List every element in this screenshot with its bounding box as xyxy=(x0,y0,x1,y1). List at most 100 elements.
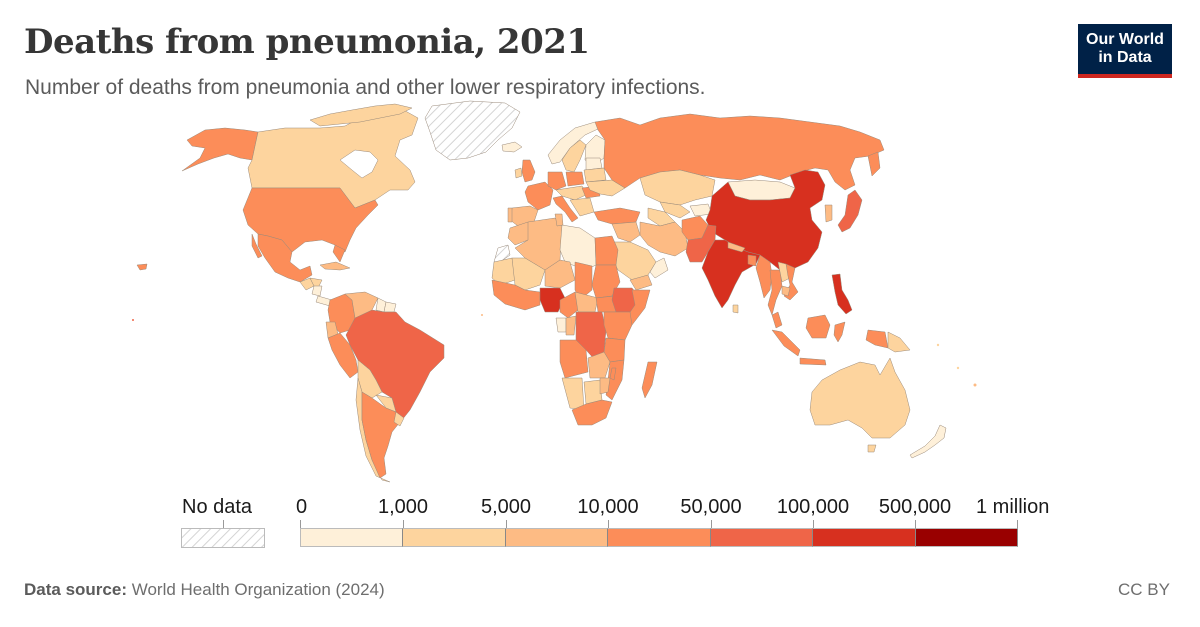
country-uzbekistan[interactable] xyxy=(659,201,691,219)
country-madagascar[interactable] xyxy=(641,361,658,399)
small-island[interactable] xyxy=(481,314,483,316)
country-south-korea[interactable] xyxy=(824,204,833,223)
country-ireland[interactable] xyxy=(514,167,523,179)
legend-bin-10000-50000[interactable] xyxy=(608,528,711,547)
country-nepal[interactable] xyxy=(727,241,746,253)
country-usa-florida[interactable] xyxy=(332,244,346,263)
country-nicaragua[interactable] xyxy=(311,285,323,297)
country-new-zealand[interactable] xyxy=(909,424,947,459)
country-indonesia-sumatra[interactable] xyxy=(771,329,801,357)
country-western-sahara[interactable] xyxy=(493,244,511,263)
tick-mark xyxy=(608,520,609,528)
legend-bin-500000-1million[interactable] xyxy=(915,528,1018,547)
country-poland[interactable] xyxy=(565,171,585,187)
country-japan[interactable] xyxy=(837,189,863,233)
country-hawaii[interactable] xyxy=(136,263,148,271)
country-france[interactable] xyxy=(524,181,554,211)
country-egypt[interactable] xyxy=(594,235,619,266)
country-uruguay[interactable] xyxy=(393,411,405,427)
legend-bin-5000-10000[interactable] xyxy=(505,528,609,547)
country-uk[interactable] xyxy=(521,159,536,183)
small-island[interactable] xyxy=(973,383,977,387)
country-png[interactable] xyxy=(887,331,911,353)
legend-tick-50000: 50,000 xyxy=(680,496,742,518)
tick-mark xyxy=(915,520,916,528)
country-sri-lanka[interactable] xyxy=(732,304,739,314)
source-label: Data source: xyxy=(24,580,127,599)
country-indonesia-java[interactable] xyxy=(799,357,827,366)
country-central-europe[interactable] xyxy=(555,185,589,201)
country-botswana[interactable] xyxy=(583,379,603,405)
country-norway[interactable] xyxy=(547,121,601,165)
country-congo[interactable] xyxy=(565,315,577,336)
country-portugal[interactable] xyxy=(507,207,513,223)
source-link[interactable]: World Health Organization (2024) xyxy=(131,580,385,599)
country-argentina[interactable] xyxy=(361,391,401,479)
legend-tick-1000: 1,000 xyxy=(377,496,429,518)
legend-bin-0-1000[interactable] xyxy=(300,528,404,547)
tick-mark xyxy=(506,520,507,528)
country-zambia[interactable] xyxy=(587,351,611,379)
country-canada-islands[interactable] xyxy=(309,103,413,127)
legend-tick-0: 0 xyxy=(296,496,308,518)
tick-mark xyxy=(300,520,301,528)
world-map[interactable] xyxy=(0,100,1200,490)
country-australia-tasmania[interactable] xyxy=(867,444,877,453)
legend-tick-100000: 100,000 xyxy=(776,496,850,518)
country-cameroon[interactable] xyxy=(559,291,579,319)
country-uganda-kenya[interactable] xyxy=(603,311,633,341)
country-indonesia-sulawesi[interactable] xyxy=(833,321,846,343)
small-island[interactable] xyxy=(956,366,960,370)
country-mauritania[interactable] xyxy=(491,257,516,286)
country-car[interactable] xyxy=(574,291,599,313)
license[interactable]: CC BY xyxy=(1118,580,1170,599)
country-indonesia-papua[interactable] xyxy=(865,329,889,349)
country-usa-alaska[interactable] xyxy=(181,127,259,172)
legend-bin-1000-5000[interactable] xyxy=(403,528,506,547)
country-indonesia-borneo[interactable] xyxy=(805,314,831,339)
country-nigeria[interactable] xyxy=(539,287,566,313)
country-iran[interactable] xyxy=(639,221,689,257)
country-russia-east[interactable] xyxy=(867,151,881,177)
country-suriname[interactable] xyxy=(383,301,397,313)
country-greenland[interactable] xyxy=(424,100,521,161)
country-australia[interactable] xyxy=(809,357,911,439)
country-zimbabwe[interactable] xyxy=(599,377,611,395)
country-bangladesh[interactable] xyxy=(747,254,757,267)
small-island[interactable] xyxy=(132,319,134,321)
country-malaysia[interactable] xyxy=(771,311,783,329)
legend-bin-50000-100000[interactable] xyxy=(710,528,814,547)
country-mexico-baja[interactable] xyxy=(251,233,263,259)
country-namibia[interactable] xyxy=(561,377,585,411)
country-italy[interactable] xyxy=(552,195,579,223)
country-belarus[interactable] xyxy=(583,167,607,183)
country-yemen[interactable] xyxy=(629,274,653,291)
country-iraq-syria[interactable] xyxy=(611,221,641,243)
country-germany[interactable] xyxy=(547,171,567,191)
country-turkey[interactable] xyxy=(593,207,641,225)
legend-color-scale xyxy=(300,528,1018,547)
country-myanmar[interactable] xyxy=(755,254,773,299)
country-cuba[interactable] xyxy=(319,261,351,271)
country-russia[interactable] xyxy=(594,113,885,191)
country-south-africa[interactable] xyxy=(571,399,613,426)
country-cambodia[interactable] xyxy=(781,285,791,297)
country-philippines[interactable] xyxy=(831,273,853,315)
legend-bin-100000-500000[interactable] xyxy=(813,528,916,547)
small-island[interactable] xyxy=(936,343,940,347)
legend-tick-1-million: 1 million xyxy=(976,496,1050,518)
legend-tick-10000: 10,000 xyxy=(577,496,639,518)
legend-tick-500000: 500,000 xyxy=(878,496,952,518)
tick-mark xyxy=(1017,520,1018,528)
color-legend: No data 0 1,000 5,000 10,000 50,000 100,… xyxy=(0,490,1200,560)
country-oman[interactable] xyxy=(649,257,669,279)
country-mexico[interactable] xyxy=(257,233,313,283)
country-malawi[interactable] xyxy=(609,367,617,381)
country-west-africa[interactable] xyxy=(491,279,541,311)
country-iceland[interactable] xyxy=(501,141,523,153)
owid-logo[interactable]: Our World in Data xyxy=(1078,24,1172,78)
country-sweden[interactable] xyxy=(561,139,587,173)
no-data-swatch[interactable] xyxy=(181,528,265,548)
country-gabon[interactable] xyxy=(555,317,567,333)
country-angola[interactable] xyxy=(559,339,589,379)
